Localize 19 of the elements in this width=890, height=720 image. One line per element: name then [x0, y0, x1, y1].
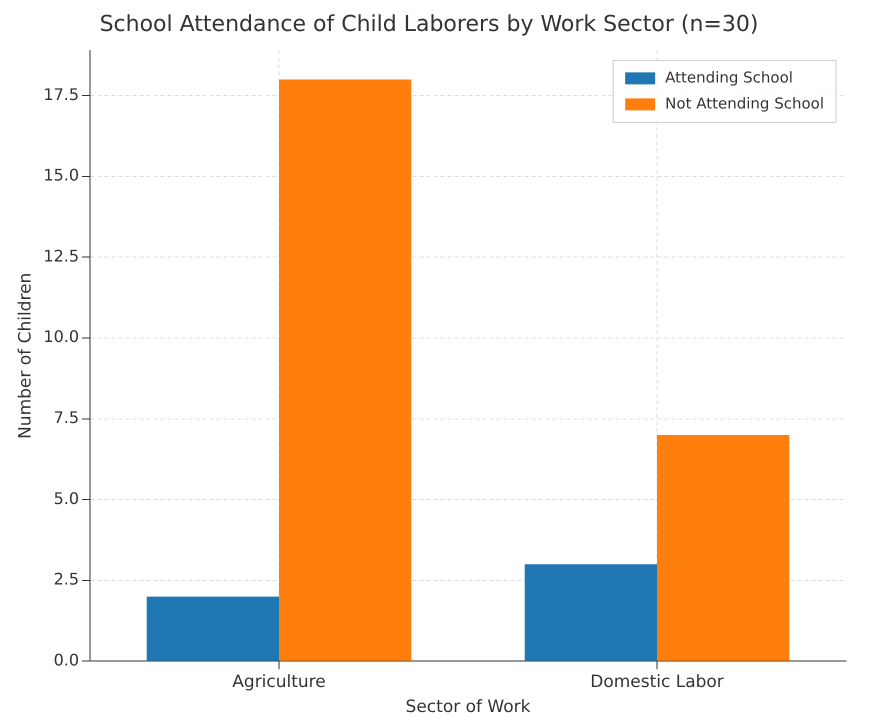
x-axis-title: Sector of Work	[406, 697, 531, 718]
y-tick-label: 7.5	[54, 408, 80, 427]
y-tick-label: 2.5	[54, 570, 80, 589]
legend-label: Not Attending School	[665, 94, 824, 112]
y-tick-label: 0.0	[54, 650, 80, 670]
y-tick-label: 17.5	[43, 84, 80, 104]
chart-title: School Attendance of Child Laborers by Work Sector (n=30)	[100, 12, 758, 37]
x-tick-label: Domestic Labor	[590, 672, 724, 692]
y-tick-label: 15.0	[43, 166, 80, 185]
bar	[279, 79, 412, 661]
bar	[657, 434, 790, 661]
y-tick-label: 5.0	[54, 488, 80, 508]
bar	[524, 564, 658, 661]
legend-label: Attending School	[665, 68, 793, 86]
y-tick-label: 10.0	[43, 327, 80, 346]
x-tick-label: Agriculture	[232, 672, 326, 692]
y-axis-title: Number of Children	[16, 272, 36, 439]
bar	[146, 596, 280, 661]
y-tick-label: 12.5	[43, 246, 80, 266]
